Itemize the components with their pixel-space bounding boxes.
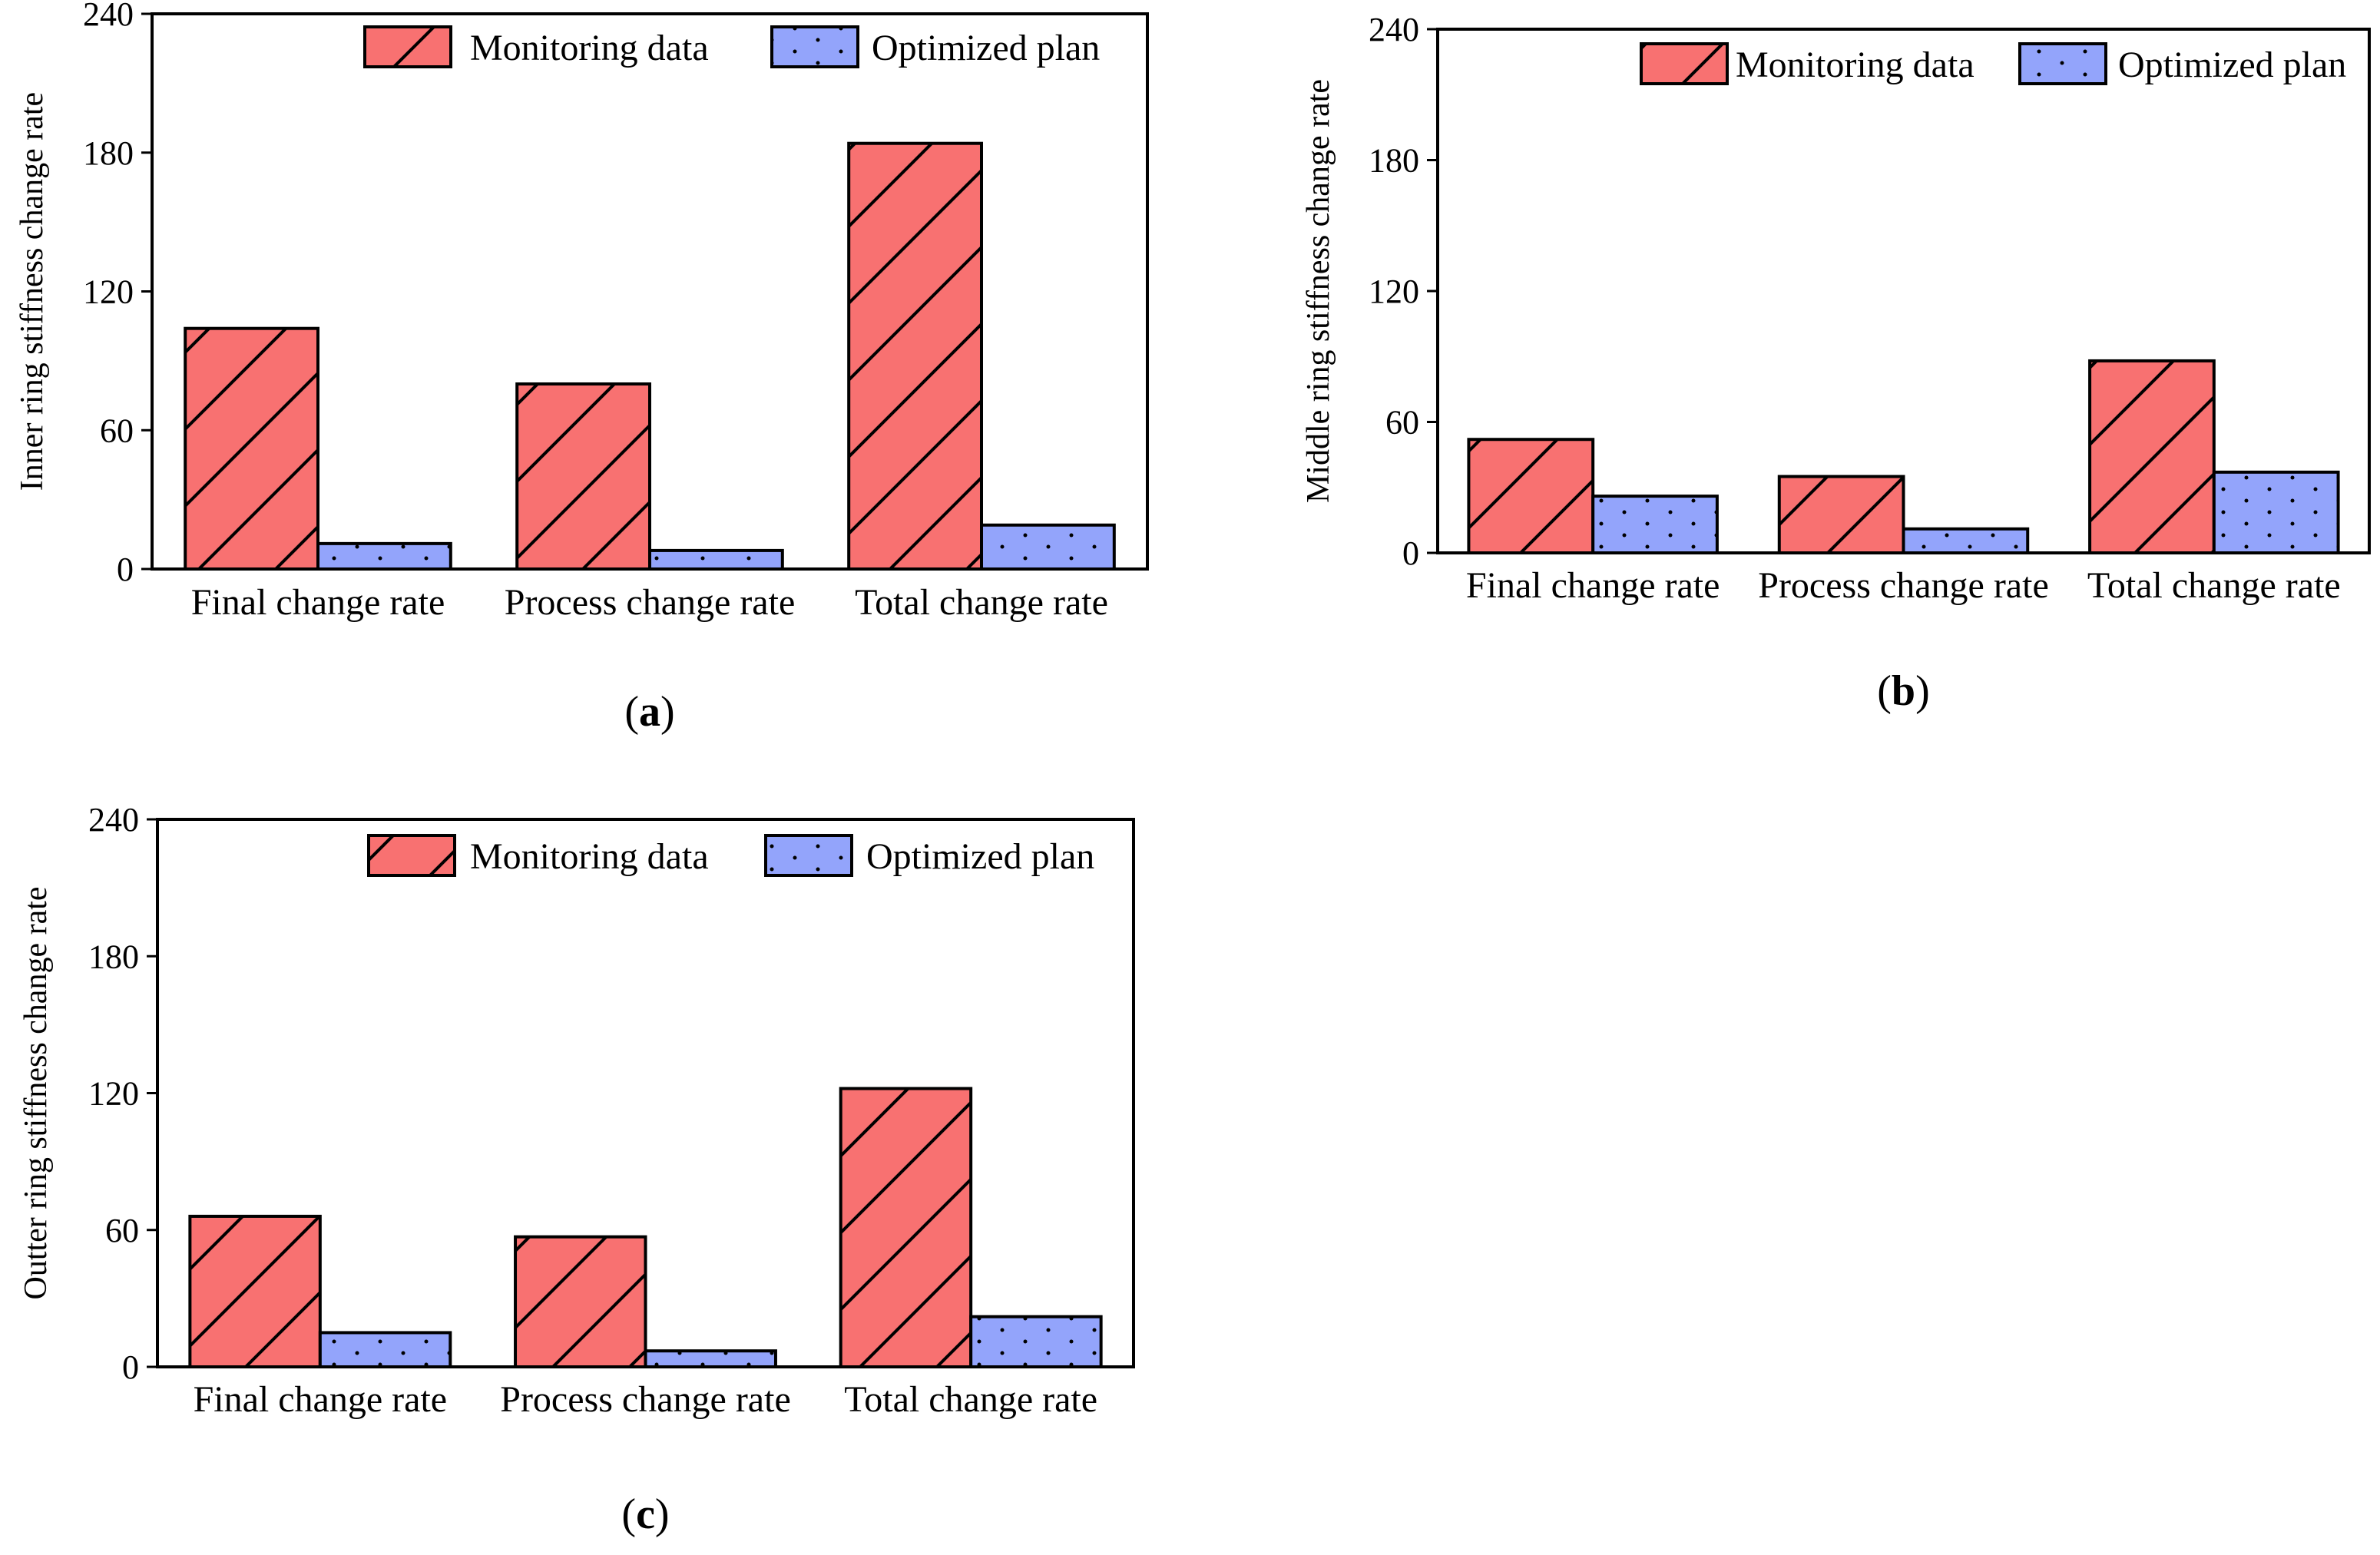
legend-swatch-optimized-plan <box>770 25 859 68</box>
y-tick-label: 60 <box>105 1212 139 1249</box>
y-tick-label: 120 <box>83 273 134 311</box>
y-axis-title: Middle ring stiffness change rate <box>1301 79 1336 503</box>
chart-panel-b: 0 60 120 180 240 Final change rate Process cha… <box>1301 11 2371 715</box>
y-axis-title: Outter ring stiffness change rate <box>18 886 54 1299</box>
y-tick-label: 60 <box>1385 404 1419 442</box>
y-tick-label: 0 <box>117 551 134 588</box>
y-tick-label: 0 <box>1402 534 1419 572</box>
legend-swatch-optimized-plan <box>2018 42 2107 85</box>
panel-label: (c) <box>621 1490 669 1538</box>
legend-swatch-monitoring-data <box>367 834 456 877</box>
y-tick-label: 180 <box>83 134 134 172</box>
y-tick-label: 120 <box>88 1075 139 1113</box>
panel-label: (b) <box>1877 667 1929 715</box>
bar-monitoring-data-2 <box>514 1235 647 1368</box>
legend-swatch-monitoring-data <box>363 25 452 68</box>
y-tick-label: 240 <box>88 801 139 839</box>
bar-monitoring-data-3 <box>839 1087 973 1369</box>
bar-monitoring-data-1 <box>188 1214 322 1369</box>
y-tick-label: 0 <box>122 1348 139 1386</box>
legend-swatch-optimized-plan <box>764 834 853 877</box>
x-category-label: Total change rate <box>2087 565 2341 606</box>
bar-optimized-plan-1 <box>1591 495 1719 554</box>
legend-label-optimized-plan: Optimized plan <box>872 28 1100 68</box>
bar-optimized-plan-1 <box>316 541 452 571</box>
bar-optimized-plan-3 <box>969 1315 1103 1369</box>
x-category-label: Process change rate <box>500 1379 791 1420</box>
bar-monitoring-data-3 <box>847 141 983 571</box>
legend-label-monitoring-data: Monitoring data <box>470 28 709 68</box>
bar-monitoring-data-3 <box>2088 359 2216 554</box>
x-category-label: Total change rate <box>855 582 1108 623</box>
x-category-label: Total change rate <box>844 1379 1097 1420</box>
bar-optimized-plan-2 <box>648 548 784 571</box>
legend-swatch-monitoring-data <box>1640 42 1729 85</box>
x-category-label: Final change rate <box>194 1379 448 1420</box>
bar-monitoring-data-2 <box>515 382 652 571</box>
x-category-label: Process change rate <box>1758 565 2049 606</box>
legend-label-optimized-plan: Optimized plan <box>2118 45 2346 85</box>
bar-optimized-plan-3 <box>980 523 1116 571</box>
y-axis-title: Inner ring stiffness change rate <box>15 92 50 491</box>
y-tick-label: 120 <box>1369 273 1419 310</box>
bar-monitoring-data-1 <box>1467 438 1595 554</box>
y-tick-label: 240 <box>83 0 134 33</box>
panel-label: (a) <box>624 688 674 736</box>
bar-monitoring-data-1 <box>184 326 319 571</box>
plot-frame <box>151 12 1149 571</box>
plot-frame <box>156 818 1135 1368</box>
legend-label-optimized-plan: Optimized plan <box>866 836 1094 877</box>
y-tick-label: 60 <box>100 412 134 449</box>
y-tick-label: 240 <box>1369 11 1419 48</box>
bar-optimized-plan-1 <box>318 1331 452 1368</box>
x-category-label: Final change rate <box>1466 565 1720 606</box>
legend-label-monitoring-data: Monitoring data <box>1736 45 1975 85</box>
y-tick-label: 180 <box>88 938 139 975</box>
y-tick-label: 180 <box>1369 142 1419 180</box>
bar-optimized-plan-2 <box>644 1349 777 1369</box>
bar-monitoring-data-2 <box>1777 475 1905 555</box>
bar-optimized-plan-2 <box>1902 527 2030 554</box>
bar-optimized-plan-3 <box>2212 470 2340 555</box>
x-category-label: Final change rate <box>191 582 445 623</box>
legend-label-monitoring-data: Monitoring data <box>470 836 709 877</box>
plot-frame <box>1436 28 2371 554</box>
chart-panel-a: 0 60 120 180 240 Final change rate Process cha… <box>15 0 1149 736</box>
chart-panel-c: 0 60 120 180 240 Final change rate Process cha… <box>18 801 1135 1538</box>
x-category-label: Process change rate <box>505 582 796 623</box>
